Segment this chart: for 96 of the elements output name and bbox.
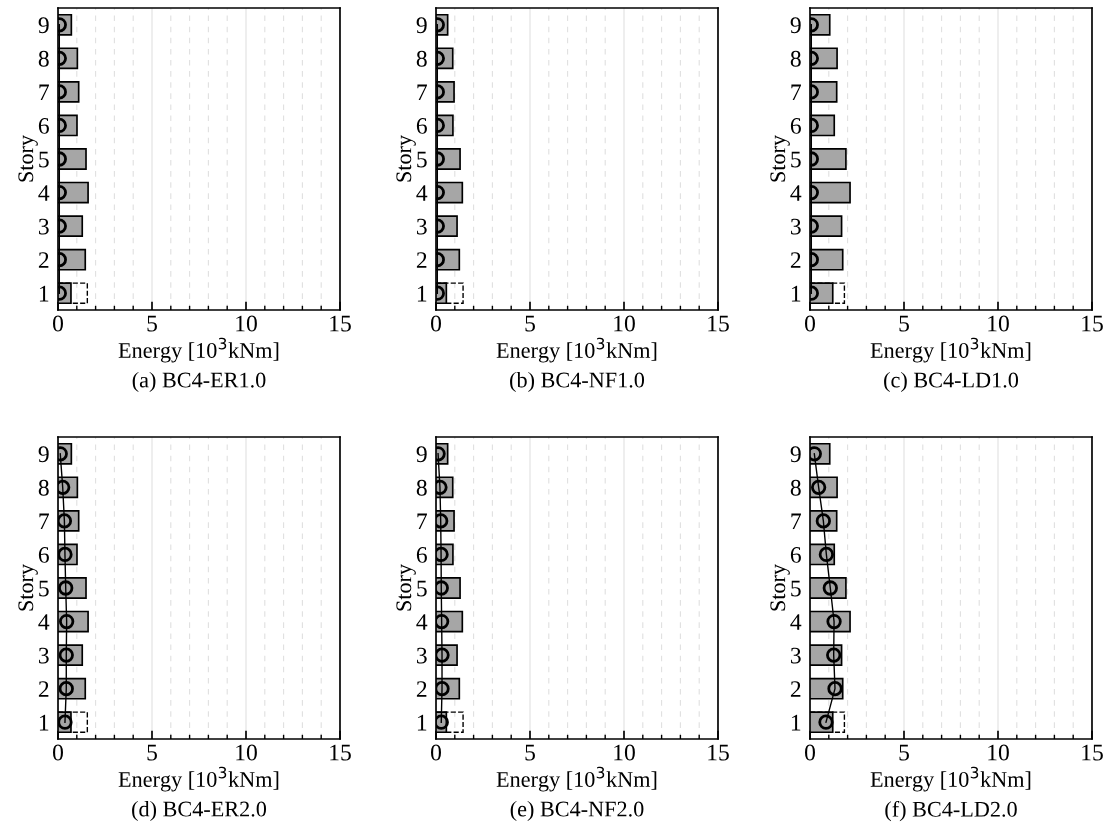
x-tick-label: 15 bbox=[708, 744, 729, 761]
y-axis-title: Story bbox=[18, 564, 38, 611]
text: (f) BC4-LD2.0 bbox=[885, 800, 1017, 822]
x-tick-label: 15 bbox=[330, 744, 351, 761]
y-tick-label: 3 bbox=[790, 647, 801, 664]
y-tick-label: 3 bbox=[416, 218, 427, 235]
y-tick-label: 2 bbox=[416, 681, 427, 697]
y-tick-label: 4 bbox=[416, 614, 428, 630]
y-tick-label: 9 bbox=[416, 17, 427, 34]
y-tick-label: 1 bbox=[417, 714, 427, 731]
y-tick-label: 9 bbox=[416, 446, 427, 463]
x-tick-label: 0 bbox=[53, 315, 63, 332]
x-tick-label: 15 bbox=[1082, 315, 1103, 332]
y-tick-label: 6 bbox=[416, 547, 427, 563]
y-tick-label: 6 bbox=[416, 118, 427, 134]
y-tick-label: 2 bbox=[38, 681, 49, 697]
y-tick-label: 7 bbox=[791, 513, 801, 530]
x-tick-label: 15 bbox=[1082, 744, 1103, 761]
y-tick-label: 7 bbox=[417, 513, 427, 530]
y-tick-label: 3 bbox=[790, 218, 801, 235]
y-tick-label: 1 bbox=[791, 285, 801, 302]
y-axis-title: Story bbox=[18, 135, 38, 182]
y-tick-label: 2 bbox=[790, 252, 801, 268]
y-tick-label: 5 bbox=[39, 580, 49, 597]
y-tick-label: 1 bbox=[791, 714, 801, 731]
text: (a) BC4-ER1.0 bbox=[132, 371, 266, 393]
y-tick-label: 1 bbox=[39, 714, 49, 731]
x-tick-label: 10 bbox=[988, 744, 1009, 761]
y-tick-label: 2 bbox=[38, 252, 49, 268]
y-tick-label: 1 bbox=[39, 285, 49, 302]
x-tick-label: 15 bbox=[708, 315, 729, 332]
x-tick-label: 0 bbox=[53, 744, 63, 761]
y-tick-label: 4 bbox=[416, 185, 428, 201]
y-axis-title: Story bbox=[770, 564, 790, 611]
y-tick-label: 7 bbox=[39, 84, 49, 101]
x-tick-label: 5 bbox=[147, 744, 157, 761]
y-tick-label: 4 bbox=[790, 185, 802, 201]
x-tick-label: 10 bbox=[614, 744, 635, 761]
y-tick-label: 4 bbox=[38, 185, 50, 201]
x-axis-title: Energy [10$^{3}$kNm] bbox=[118, 766, 279, 792]
y-tick-label: 9 bbox=[38, 17, 49, 34]
y-tick-label: 2 bbox=[790, 681, 801, 697]
y-tick-label: 5 bbox=[417, 580, 427, 597]
y-tick-label: 8 bbox=[790, 479, 801, 496]
y-tick-label: 9 bbox=[790, 446, 801, 463]
y-tick-label: 8 bbox=[790, 50, 801, 67]
text: (b) BC4-NF1.0 bbox=[510, 371, 645, 393]
y-tick-label: 8 bbox=[416, 50, 427, 67]
x-tick-label: 0 bbox=[431, 744, 441, 761]
y-tick-label: 3 bbox=[38, 647, 49, 664]
y-tick-label: 5 bbox=[39, 151, 49, 168]
x-tick-label: 5 bbox=[899, 744, 909, 761]
y-axis-title: Story bbox=[770, 135, 790, 182]
text: (e) BC4-NF2.0 bbox=[510, 800, 644, 822]
x-tick-label: 10 bbox=[614, 315, 635, 332]
x-axis-title: Energy [10$^{3}$kNm] bbox=[118, 337, 279, 363]
x-axis-title: Energy [10$^{3}$kNm] bbox=[870, 337, 1031, 363]
x-tick-label: 10 bbox=[236, 315, 257, 332]
x-tick-label: 10 bbox=[236, 744, 257, 761]
x-tick-label: 15 bbox=[330, 315, 351, 332]
y-tick-label: 9 bbox=[790, 17, 801, 34]
x-tick-label: 5 bbox=[525, 744, 535, 761]
y-tick-label: 9 bbox=[38, 446, 49, 463]
x-tick-label: 5 bbox=[147, 315, 157, 332]
text: (c) BC4-LD1.0 bbox=[884, 371, 1019, 393]
x-tick-label: 5 bbox=[899, 315, 909, 332]
x-tick-label: 0 bbox=[805, 744, 815, 761]
y-tick-label: 7 bbox=[791, 84, 801, 101]
y-tick-label: 4 bbox=[38, 614, 50, 630]
x-tick-label: 5 bbox=[525, 315, 535, 332]
x-tick-label: 0 bbox=[805, 315, 815, 332]
x-axis-title: Energy [10$^{3}$kNm] bbox=[870, 766, 1031, 792]
y-tick-label: 8 bbox=[38, 50, 49, 67]
y-tick-label: 6 bbox=[790, 118, 801, 134]
y-axis-title: Story bbox=[396, 564, 416, 611]
y-tick-label: 7 bbox=[417, 84, 427, 101]
y-tick-label: 8 bbox=[38, 479, 49, 496]
y-axis-title: Story bbox=[396, 135, 416, 182]
x-tick-label: 0 bbox=[431, 315, 441, 332]
y-tick-label: 7 bbox=[39, 513, 49, 530]
y-tick-label: 1 bbox=[417, 285, 427, 302]
y-tick-label: 6 bbox=[38, 118, 49, 134]
y-tick-label: 3 bbox=[38, 218, 49, 235]
text: (d) BC4-ER2.0 bbox=[132, 800, 267, 822]
x-tick-label: 10 bbox=[988, 315, 1009, 332]
y-tick-label: 6 bbox=[790, 547, 801, 563]
x-axis-title: Energy [10$^{3}$kNm] bbox=[496, 766, 657, 792]
y-tick-label: 5 bbox=[791, 580, 801, 597]
y-tick-label: 5 bbox=[791, 151, 801, 168]
y-tick-label: 8 bbox=[416, 479, 427, 496]
y-tick-label: 3 bbox=[416, 647, 427, 664]
y-tick-label: 5 bbox=[417, 151, 427, 168]
x-axis-title: Energy [10$^{3}$kNm] bbox=[496, 337, 657, 363]
y-tick-label: 2 bbox=[416, 252, 427, 268]
y-tick-label: 6 bbox=[38, 547, 49, 563]
y-tick-label: 4 bbox=[790, 614, 802, 630]
